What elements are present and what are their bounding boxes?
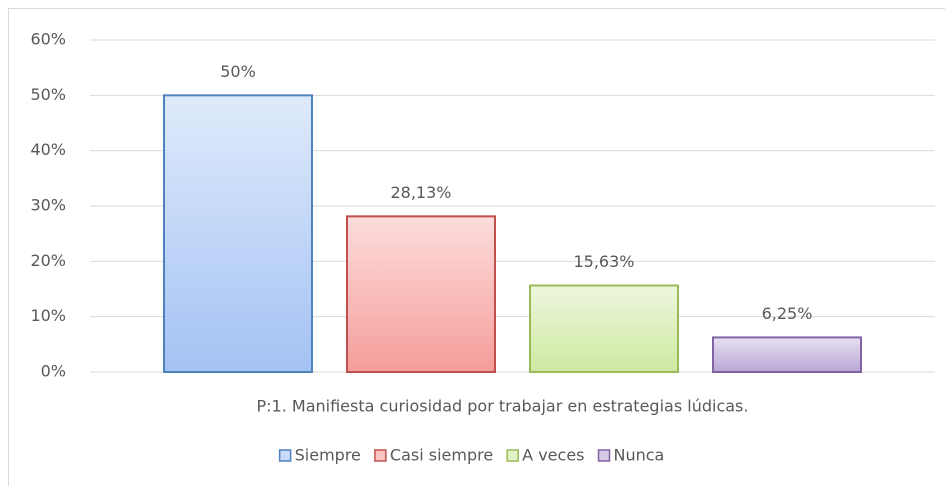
legend-label: A veces: [522, 446, 584, 465]
y-tick-label: 30%: [30, 196, 66, 215]
legend-label: Casi siempre: [390, 446, 493, 465]
legend-swatch: [597, 449, 611, 462]
legend-swatch: [506, 449, 519, 462]
bar: [712, 336, 862, 373]
y-tick-label: 20%: [30, 251, 66, 270]
data-label: 28,13%: [390, 183, 451, 202]
legend-swatch: [374, 449, 387, 462]
y-tick-label: 10%: [30, 306, 66, 325]
bar: [346, 215, 496, 373]
legend-label: Siempre: [295, 446, 361, 465]
data-label: 50%: [220, 62, 256, 81]
y-tick-label: 40%: [30, 140, 66, 159]
x-tick-label: P:1. Manifiesta curiosidad por trabajar …: [257, 397, 749, 416]
legend-label: Nunca: [614, 446, 665, 465]
bar: [163, 94, 313, 373]
y-tick-label: 0%: [41, 362, 66, 381]
data-label: 15,63%: [573, 252, 634, 271]
y-tick-label: 60%: [30, 30, 66, 49]
legend-swatch: [278, 449, 292, 462]
data-label: 6,25%: [762, 304, 813, 323]
bar: [529, 284, 679, 374]
y-tick-label: 50%: [30, 85, 66, 104]
